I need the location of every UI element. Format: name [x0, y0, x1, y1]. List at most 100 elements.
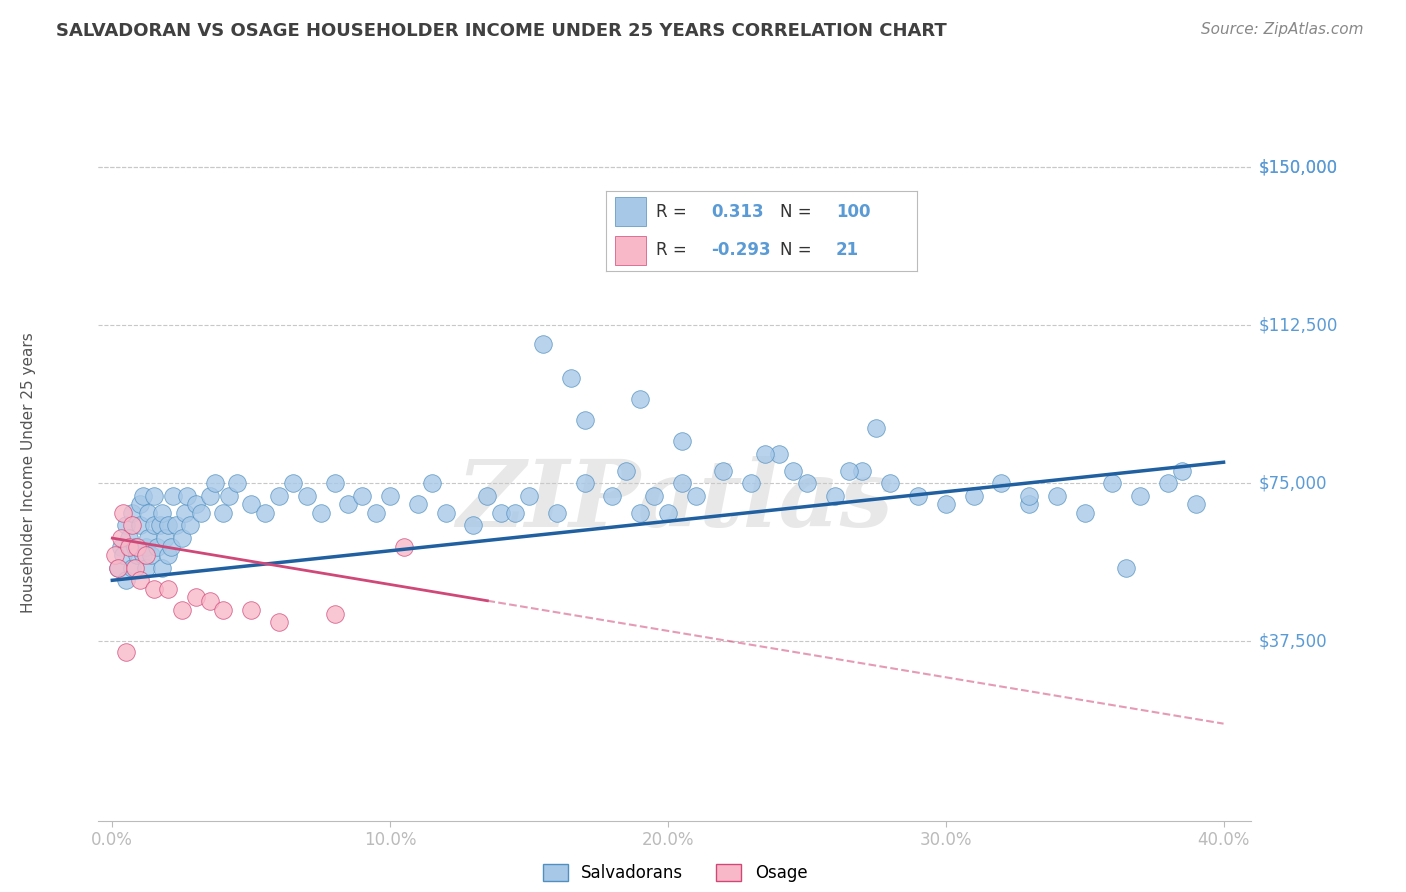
- Salvadorans: [824, 489, 846, 503]
- Salvadorans: [531, 337, 554, 351]
- Salvadorans: [1115, 560, 1137, 574]
- Salvadorans: [165, 518, 187, 533]
- Salvadorans: [153, 531, 176, 545]
- Salvadorans: [112, 548, 135, 562]
- Salvadorans: [179, 518, 201, 533]
- Salvadorans: [378, 489, 401, 503]
- Salvadorans: [218, 489, 240, 503]
- Salvadorans: [129, 518, 152, 533]
- Osage: [184, 590, 207, 604]
- Salvadorans: [295, 489, 318, 503]
- Salvadorans: [643, 489, 665, 503]
- Osage: [198, 594, 221, 608]
- Salvadorans: [240, 497, 263, 511]
- Salvadorans: [141, 548, 163, 562]
- Bar: [614, 197, 647, 227]
- Text: N =: N =: [780, 241, 811, 260]
- Osage: [267, 615, 290, 630]
- Salvadorans: [1073, 506, 1095, 520]
- Salvadorans: [837, 464, 859, 478]
- Text: $150,000: $150,000: [1258, 158, 1337, 176]
- Salvadorans: [1171, 464, 1194, 478]
- Salvadorans: [150, 560, 173, 574]
- Osage: [121, 518, 143, 533]
- Salvadorans: [1184, 497, 1206, 511]
- Salvadorans: [110, 540, 132, 554]
- Salvadorans: [477, 489, 499, 503]
- Text: $37,500: $37,500: [1258, 632, 1327, 650]
- Text: Source: ZipAtlas.com: Source: ZipAtlas.com: [1201, 22, 1364, 37]
- Osage: [170, 603, 193, 617]
- Text: ZIPatlas: ZIPatlas: [457, 456, 893, 546]
- Osage: [240, 603, 263, 617]
- Salvadorans: [851, 464, 873, 478]
- Salvadorans: [190, 506, 212, 520]
- Text: $112,500: $112,500: [1258, 316, 1337, 334]
- Salvadorans: [143, 489, 166, 503]
- Salvadorans: [1157, 476, 1180, 491]
- Salvadorans: [685, 489, 707, 503]
- Salvadorans: [614, 464, 637, 478]
- Salvadorans: [159, 540, 181, 554]
- Salvadorans: [212, 506, 235, 520]
- Salvadorans: [129, 497, 152, 511]
- Text: -0.293: -0.293: [711, 241, 770, 260]
- Salvadorans: [156, 518, 179, 533]
- Salvadorans: [148, 518, 170, 533]
- Salvadorans: [628, 392, 651, 406]
- Salvadorans: [143, 518, 166, 533]
- Salvadorans: [173, 506, 195, 520]
- Salvadorans: [503, 506, 526, 520]
- Osage: [135, 548, 157, 562]
- Salvadorans: [1101, 476, 1123, 491]
- Salvadorans: [546, 506, 568, 520]
- Salvadorans: [671, 476, 693, 491]
- Salvadorans: [184, 497, 207, 511]
- Osage: [212, 603, 235, 617]
- Salvadorans: [865, 421, 887, 435]
- Salvadorans: [406, 497, 429, 511]
- Salvadorans: [170, 531, 193, 545]
- Salvadorans: [935, 497, 957, 511]
- Text: R =: R =: [655, 241, 686, 260]
- Osage: [129, 574, 152, 588]
- Salvadorans: [281, 476, 304, 491]
- Salvadorans: [352, 489, 374, 503]
- Osage: [110, 531, 132, 545]
- Salvadorans: [204, 476, 226, 491]
- Osage: [323, 607, 346, 621]
- Osage: [118, 540, 141, 554]
- Salvadorans: [434, 506, 457, 520]
- Salvadorans: [1046, 489, 1069, 503]
- Salvadorans: [671, 434, 693, 449]
- Salvadorans: [150, 506, 173, 520]
- Salvadorans: [198, 489, 221, 503]
- Salvadorans: [145, 540, 167, 554]
- Salvadorans: [602, 489, 624, 503]
- Salvadorans: [366, 506, 388, 520]
- Salvadorans: [121, 506, 143, 520]
- Salvadorans: [782, 464, 804, 478]
- Text: 100: 100: [837, 202, 870, 221]
- Osage: [115, 645, 138, 659]
- Salvadorans: [907, 489, 929, 503]
- Salvadorans: [132, 489, 155, 503]
- Salvadorans: [138, 531, 160, 545]
- Bar: [614, 235, 647, 265]
- Osage: [104, 548, 127, 562]
- Osage: [107, 560, 129, 574]
- Salvadorans: [176, 489, 198, 503]
- Salvadorans: [657, 506, 679, 520]
- Salvadorans: [127, 548, 149, 562]
- Salvadorans: [768, 447, 790, 461]
- Osage: [143, 582, 166, 596]
- Salvadorans: [574, 413, 596, 427]
- Text: R =: R =: [655, 202, 686, 221]
- Salvadorans: [309, 506, 332, 520]
- Text: $75,000: $75,000: [1258, 475, 1327, 492]
- Text: N =: N =: [780, 202, 811, 221]
- Salvadorans: [879, 476, 901, 491]
- Salvadorans: [135, 560, 157, 574]
- Salvadorans: [121, 560, 143, 574]
- Salvadorans: [420, 476, 443, 491]
